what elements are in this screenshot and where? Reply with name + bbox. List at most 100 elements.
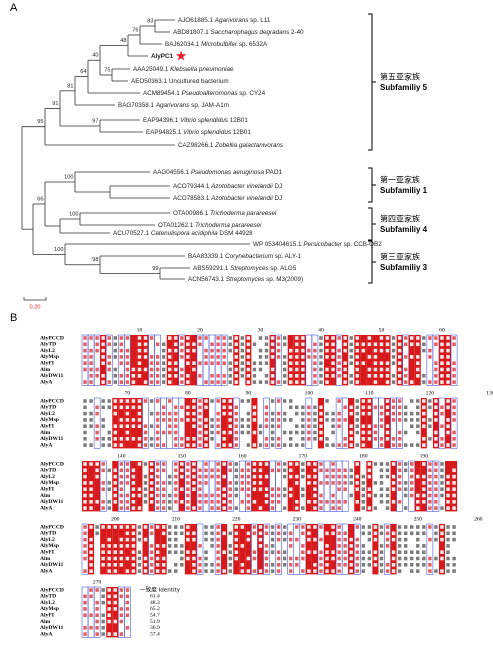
residue [319, 493, 323, 498]
residue [379, 405, 384, 410]
residue [446, 367, 450, 372]
residue [331, 424, 335, 428]
conserved-column [311, 524, 318, 575]
residue [416, 443, 420, 447]
conserved-column [354, 461, 361, 512]
similar-column [93, 397, 101, 449]
residue [246, 462, 251, 466]
similar-column [299, 523, 307, 575]
residue [228, 563, 232, 567]
residue [440, 361, 444, 365]
residue [446, 493, 450, 498]
residue [385, 399, 390, 403]
residue [319, 437, 323, 441]
residue [264, 493, 269, 498]
sequence-name: Alm [40, 556, 51, 562]
residue [186, 405, 190, 410]
residue [343, 544, 347, 548]
residue [95, 626, 99, 630]
conserved-column [360, 335, 367, 386]
residue [240, 348, 245, 353]
residue [240, 424, 245, 428]
residue [234, 525, 238, 529]
residue [313, 361, 317, 365]
residue [301, 361, 305, 365]
residue [180, 544, 184, 548]
residue [131, 500, 136, 504]
bootstrap-value: 76 [132, 27, 138, 33]
residue [379, 468, 384, 473]
residue [89, 506, 93, 510]
conserved-column [82, 461, 89, 512]
residue [89, 367, 93, 372]
residue [410, 399, 414, 403]
residue [204, 563, 208, 567]
conserved-column [438, 335, 445, 386]
residue [289, 437, 293, 441]
residue [385, 405, 390, 410]
residue [180, 500, 184, 504]
residue [83, 556, 87, 561]
residue [373, 493, 378, 498]
organism: Trichoderma parareesei [210, 210, 277, 217]
residue [119, 619, 124, 624]
residue [343, 380, 347, 384]
clade-bracket [368, 13, 376, 151]
residue [174, 487, 178, 491]
leaf-label: EAP94396.1 Vibrio splendidus 12B01 [143, 117, 248, 124]
residue [313, 487, 317, 491]
residue [301, 418, 305, 422]
residue [168, 399, 172, 403]
residue [355, 487, 359, 491]
residue [210, 531, 214, 536]
residue [228, 481, 232, 485]
residue [204, 361, 208, 365]
residue [361, 544, 366, 548]
residue [137, 443, 142, 447]
residue [131, 556, 136, 561]
conserved-column [408, 335, 415, 386]
residue [301, 556, 305, 561]
leaf-label: EAP94825.1 Vibrio splendidus 12B01 [146, 129, 251, 136]
residue [186, 487, 190, 491]
residue [343, 336, 347, 340]
bootstrap-value: 40 [92, 53, 98, 59]
residue [186, 361, 190, 365]
residue [192, 367, 196, 372]
residue [349, 443, 353, 447]
residue [264, 443, 269, 447]
residue [397, 411, 402, 416]
residue [125, 462, 130, 466]
residue [289, 487, 293, 491]
residue [440, 531, 444, 536]
residue [252, 367, 257, 372]
residue [434, 336, 438, 340]
residue [331, 348, 335, 353]
similar-column [341, 397, 349, 449]
residue [192, 405, 196, 410]
residue [252, 550, 257, 554]
residue [349, 544, 353, 548]
residue [161, 405, 166, 410]
conserved-column [136, 335, 143, 386]
residue [355, 374, 359, 378]
residue [119, 342, 124, 347]
residue [301, 374, 305, 378]
residue [416, 506, 420, 510]
conserved-column [251, 461, 258, 512]
residue [107, 367, 111, 372]
residue [125, 361, 130, 365]
residue [95, 374, 99, 378]
residue [270, 348, 275, 353]
residue [246, 367, 251, 372]
residue [349, 474, 353, 479]
residue [428, 556, 432, 561]
residue [373, 367, 378, 372]
residue [349, 493, 353, 498]
residue [428, 437, 432, 441]
residue [168, 544, 172, 548]
residue [216, 411, 220, 416]
residue [143, 367, 148, 372]
residue [373, 563, 378, 567]
residue [295, 367, 299, 372]
